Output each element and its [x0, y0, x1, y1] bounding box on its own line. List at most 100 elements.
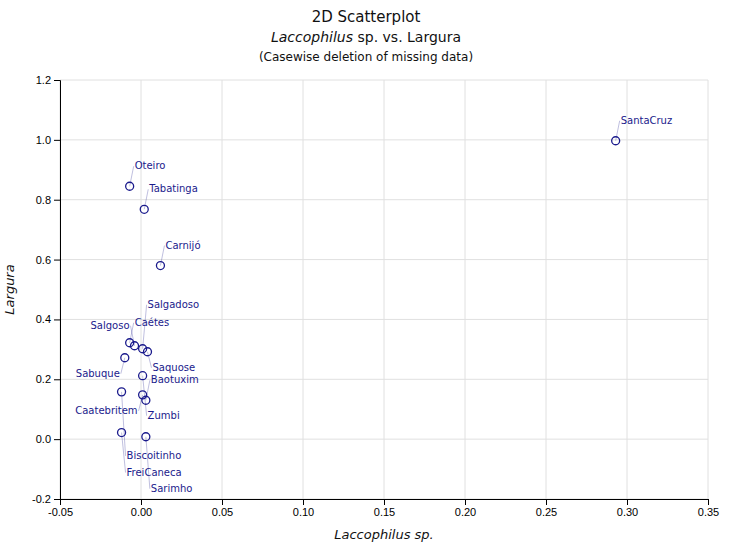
tick: 0.0 — [36, 433, 60, 445]
point-label: Sabuque — [76, 368, 120, 379]
tick-label: 0.25 — [536, 506, 557, 518]
tick: 0.2 — [36, 373, 60, 385]
leader-lines — [121, 121, 620, 489]
leader-line — [139, 395, 143, 411]
subtitle: Laccophilus sp. vs. Largura — [271, 29, 461, 45]
tick-mark — [222, 499, 223, 505]
grid-line — [384, 80, 385, 499]
axis-line — [61, 500, 709, 506]
leader-line — [616, 121, 620, 141]
point — [612, 137, 620, 145]
leader-line — [144, 189, 148, 209]
chart: 2D Scatterplot Laccophilus sp. vs. Largur… — [0, 0, 732, 549]
tick-label: 1.0 — [36, 134, 51, 146]
point-label: Oteiro — [135, 160, 166, 171]
grid-line — [627, 80, 628, 499]
x-axis: -0.05 0.00 0.05 0.10 0.15 0.20 0.25 0.30 0.35 — [48, 499, 719, 518]
grid-line — [60, 80, 708, 81]
tick: 0.8 — [36, 194, 60, 206]
tick: 0.35 — [698, 499, 719, 518]
tick-mark — [54, 200, 60, 201]
point-label: SantaCruz — [621, 115, 673, 126]
grid-line — [303, 80, 304, 499]
tick-label: 0.15 — [374, 506, 395, 518]
tick-label: 0.00 — [131, 506, 152, 518]
tick-mark — [384, 499, 385, 505]
tick-label: 0.6 — [36, 254, 51, 266]
plot: -0.050.000.050.100.150.200.250.300.35-0.… — [2, 74, 719, 542]
title: 2D Scatterplot — [312, 8, 421, 26]
tick-label: 0.2 — [36, 373, 51, 385]
point — [140, 205, 148, 213]
tick-label: 0.05 — [212, 506, 233, 518]
leader-line — [143, 305, 147, 349]
point-label: Sarimho — [151, 483, 193, 494]
tick-mark — [54, 260, 60, 261]
leader-line — [160, 246, 164, 266]
tick-label: 0.10 — [293, 506, 314, 518]
tick-label: 1.2 — [36, 74, 51, 86]
point-label: Salgadoso — [148, 299, 200, 310]
tick-mark — [627, 499, 628, 505]
grid-line — [60, 139, 708, 140]
tick: 0.10 — [293, 499, 314, 518]
grid-line — [708, 80, 709, 499]
grid-line — [546, 80, 547, 499]
points — [118, 137, 620, 441]
tick: 0.4 — [36, 313, 60, 325]
point-label: Carnijó — [165, 240, 200, 251]
point-labels: SantaCruz Oteiro Tabatinga Carnijó Caétes Sal… — [75, 115, 672, 494]
leader-line — [146, 380, 150, 400]
tick-label: 0.35 — [698, 506, 719, 518]
tick-mark — [546, 499, 547, 505]
tick: 0.15 — [374, 499, 395, 518]
grid-line — [60, 439, 708, 440]
tick-mark — [54, 80, 60, 81]
tick-label: 0.8 — [36, 194, 51, 206]
tick-label: 0.0 — [36, 433, 51, 445]
tick-mark — [54, 379, 60, 380]
leader-line — [122, 392, 126, 456]
y-axis: -0.2 0.0 0.2 0.4 0.6 0.8 1.0 1.2 — [32, 74, 60, 505]
subtitle: (Casewise deletion of missing data) — [259, 50, 473, 64]
tick-label: 0.30 — [617, 506, 638, 518]
grid-line — [465, 80, 466, 499]
leader-line — [121, 358, 125, 374]
point-label: Tabatinga — [148, 183, 198, 194]
tick: 0.05 — [212, 499, 233, 518]
point-label: Biscoitinho — [127, 450, 182, 461]
grid-line — [60, 259, 708, 260]
point-label: Saquose — [152, 362, 195, 373]
point-label: FreiCaneca — [127, 467, 182, 478]
tick: 0.6 — [36, 254, 60, 266]
tick-label: 0.20 — [455, 506, 476, 518]
point-label: Caétes — [135, 317, 170, 328]
leader-line — [146, 437, 150, 489]
point-label: Caatebritem — [75, 405, 137, 416]
tick: 0.20 — [455, 499, 476, 518]
tick: -0.05 — [48, 499, 73, 518]
axis-line — [54, 81, 61, 500]
tick-mark — [141, 499, 142, 505]
tick-mark — [708, 499, 709, 505]
grid — [60, 80, 708, 499]
x-axis-title: Laccophilus sp. — [334, 527, 433, 542]
leader-line — [147, 352, 151, 368]
tick-mark — [465, 499, 466, 505]
tick-mark — [303, 499, 304, 505]
tick-label: 0.4 — [36, 313, 51, 325]
tick-mark — [54, 499, 60, 500]
leader-line — [131, 326, 135, 346]
tick-mark — [54, 319, 60, 320]
tick: 0.00 — [131, 499, 152, 518]
tick: 1.2 — [36, 74, 60, 86]
point-label: Zumbi — [148, 410, 180, 421]
grid-line — [60, 199, 708, 200]
tick: -0.2 — [32, 493, 60, 505]
tick-label: -0.2 — [32, 493, 51, 505]
tick: 1.0 — [36, 134, 60, 146]
tick: 0.25 — [536, 499, 557, 518]
y-axis-title: Largura — [2, 264, 17, 314]
tick: 0.30 — [617, 499, 638, 518]
point-label: Baotuxim — [151, 374, 199, 385]
